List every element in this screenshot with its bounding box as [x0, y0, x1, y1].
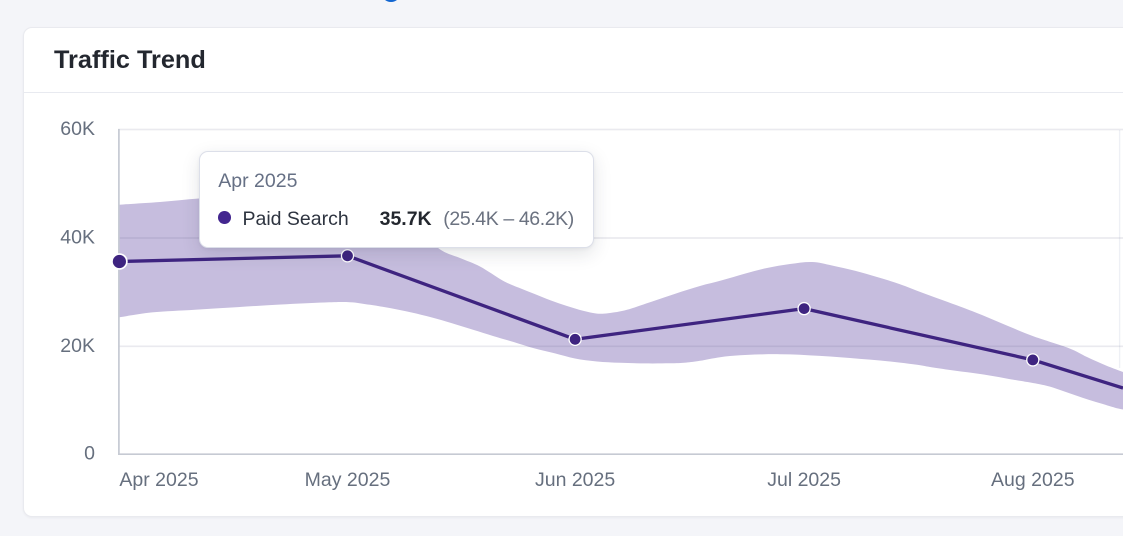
svg-text:20K: 20K [60, 335, 95, 357]
svg-text:60K: 60K [60, 118, 95, 140]
svg-text:Jun 2025: Jun 2025 [535, 469, 615, 491]
svg-text:Aug 2025: Aug 2025 [991, 469, 1075, 491]
svg-text:Apr 2025: Apr 2025 [119, 469, 198, 491]
svg-text:Jul 2025: Jul 2025 [767, 469, 841, 491]
svg-text:May 2025: May 2025 [305, 469, 391, 491]
svg-text:40K: 40K [60, 227, 95, 249]
svg-text:0: 0 [84, 442, 95, 464]
